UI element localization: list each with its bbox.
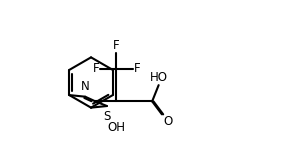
Text: HO: HO	[150, 71, 168, 84]
Text: OH: OH	[108, 121, 126, 134]
Text: S: S	[103, 110, 111, 123]
Text: F: F	[93, 62, 99, 75]
Text: F: F	[133, 62, 140, 75]
Text: O: O	[163, 115, 173, 128]
Text: F: F	[113, 39, 120, 52]
Text: N: N	[81, 80, 90, 93]
